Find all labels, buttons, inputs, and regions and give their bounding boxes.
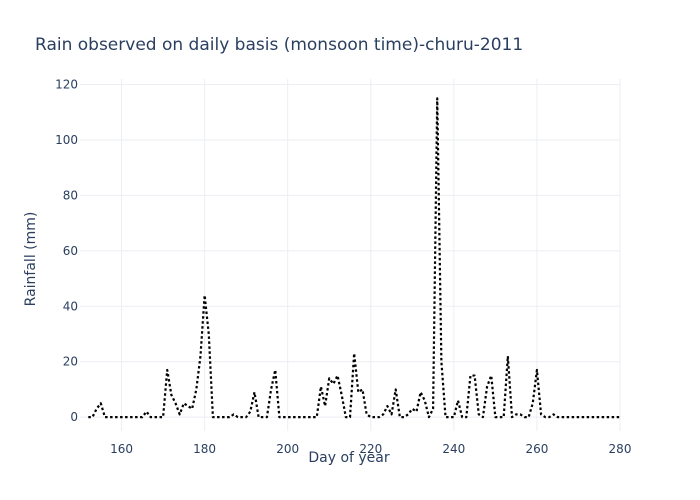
tick-labels: 0 20 40 60 80 100 120 160 180 200 220 240 260 280: [55, 78, 631, 456]
x-tick-label: 180: [193, 442, 216, 456]
x-tick-label: 200: [276, 442, 299, 456]
y-tick-label: 80: [63, 188, 78, 202]
x-axis-title: Day of year: [308, 450, 390, 466]
y-tick-label: 40: [63, 299, 78, 313]
y-tick-label: 100: [55, 133, 78, 147]
y-tick-label: 0: [70, 410, 78, 424]
x-tick-label: 280: [609, 442, 632, 456]
x-tick-label: 160: [110, 442, 133, 456]
x-tick-label: 240: [442, 442, 465, 456]
y-tick-label: 120: [55, 78, 78, 92]
y-tick-label: 60: [63, 244, 78, 258]
chart-title: Rain observed on daily basis (monsoon ti…: [35, 35, 523, 55]
y-tick-label: 20: [63, 355, 78, 369]
y-axis-title: Rainfall (mm): [23, 212, 39, 307]
x-tick-label: 220: [359, 442, 382, 456]
x-tick-label: 260: [525, 442, 548, 456]
